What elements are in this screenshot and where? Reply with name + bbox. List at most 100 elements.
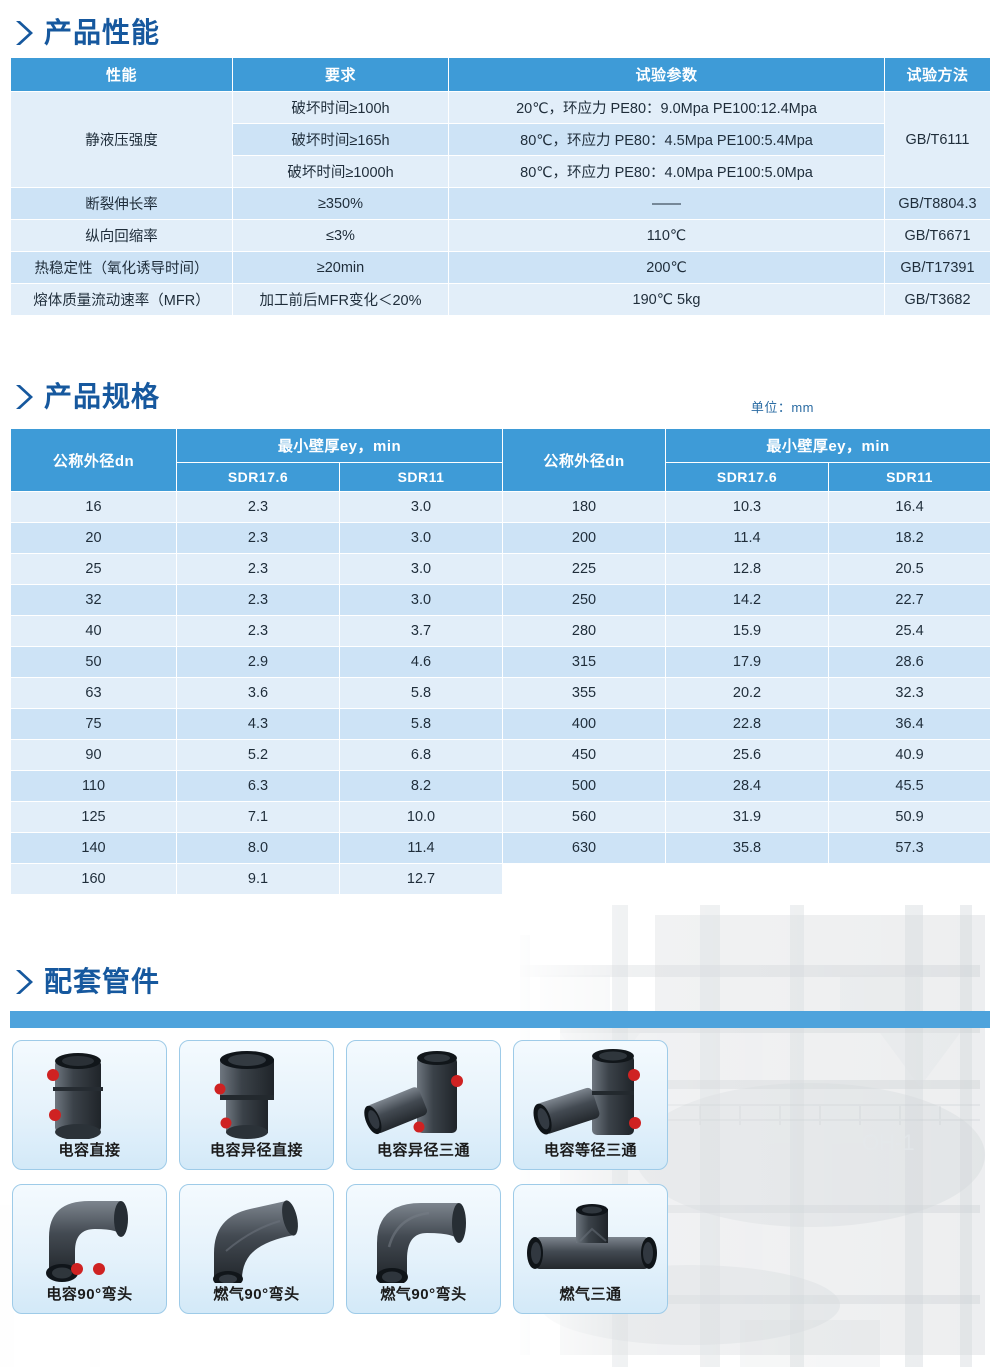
cell-sdr176-right: 15.9 bbox=[665, 615, 830, 647]
cell-dn-left: 110 bbox=[10, 770, 177, 802]
cell-dn-right: 180 bbox=[502, 491, 667, 523]
cell-sdr11-left: 8.2 bbox=[338, 770, 504, 802]
cell-sdr11-right bbox=[828, 863, 992, 895]
fitting-card[interactable]: 电容等径三通 bbox=[513, 1040, 668, 1170]
col-header-sdr176-left: SDR17.6 bbox=[176, 462, 340, 492]
fitting-card[interactable]: 电容90°弯头 bbox=[12, 1184, 167, 1314]
cell-sdr11-left: 12.7 bbox=[338, 863, 504, 895]
table-row: 90 5.2 6.8 450 25.6 40.9 bbox=[10, 739, 992, 771]
cell-sdr176-right: 22.8 bbox=[665, 708, 830, 740]
cell-sdr176-left: 6.3 bbox=[176, 770, 340, 802]
fitting-card[interactable]: 电容直接 bbox=[12, 1040, 167, 1170]
fitting-image-gas-elbow-b bbox=[347, 1189, 500, 1283]
table-row: 25 2.3 3.0 225 12.8 20.5 bbox=[10, 553, 992, 585]
cell-sdr176-left: 9.1 bbox=[176, 863, 340, 895]
fitting-label: 电容直接 bbox=[58, 1142, 121, 1159]
cell-test-param: 110℃ bbox=[448, 219, 885, 252]
cell-sdr176-right: 11.4 bbox=[665, 522, 830, 554]
cell-sdr176-right: 28.4 bbox=[665, 770, 830, 802]
cell-sdr176-left: 2.3 bbox=[176, 584, 340, 616]
cell-sdr11-right: 50.9 bbox=[828, 801, 992, 833]
cell-sdr176-right: 20.2 bbox=[665, 677, 830, 709]
fitting-card[interactable]: 电容异径三通 bbox=[346, 1040, 501, 1170]
cell-test-method: GB/T17391 bbox=[884, 251, 991, 284]
cell-sdr11-left: 5.8 bbox=[338, 677, 504, 709]
table-row: 热稳定性（氧化诱导时间） ≥20min 200℃ GB/T17391 bbox=[10, 251, 991, 284]
cell-requirement: ≥350% bbox=[232, 187, 449, 220]
cell-sdr176-left: 4.3 bbox=[176, 708, 340, 740]
cell-dn-right: 225 bbox=[502, 553, 667, 585]
cell-dn-right: 200 bbox=[502, 522, 667, 554]
cell-sdr11-right: 22.7 bbox=[828, 584, 992, 616]
section-header-spec: 产品规格 单位：mm bbox=[0, 316, 1000, 415]
fitting-image-reducer-coupler bbox=[180, 1045, 333, 1139]
cell-sdr176-left: 2.3 bbox=[176, 522, 340, 554]
table-row: 40 2.3 3.7 280 15.9 25.4 bbox=[10, 615, 992, 647]
cell-sdr176-right: 31.9 bbox=[665, 801, 830, 833]
cell-sdr11-right: 32.3 bbox=[828, 677, 992, 709]
cell-dn-right: 630 bbox=[502, 832, 667, 864]
cell-dn-left: 50 bbox=[10, 646, 177, 678]
cell-dn-left: 125 bbox=[10, 801, 177, 833]
fitting-label: 电容异径直接 bbox=[209, 1142, 303, 1159]
fitting-card[interactable]: 燃气三通 bbox=[513, 1184, 668, 1314]
table-row: 32 2.3 3.0 250 14.2 22.7 bbox=[10, 584, 992, 616]
cell-dn-right: 355 bbox=[502, 677, 667, 709]
section-header-performance: 产品性能 bbox=[0, 0, 1000, 48]
cell-dn-left: 25 bbox=[10, 553, 177, 585]
col-header-dn-left: 公称外径dn bbox=[10, 428, 177, 492]
cell-sdr176-left: 5.2 bbox=[176, 739, 340, 771]
cell-sdr176-right: 14.2 bbox=[665, 584, 830, 616]
cell-sdr11-left: 4.6 bbox=[338, 646, 504, 678]
table-row: 静液压强度 破坏时间≥100h 20℃，环应力 PE80：9.0Mpa PE10… bbox=[10, 91, 991, 188]
col-header-sdr11-right: SDR11 bbox=[828, 462, 992, 492]
table-row: 破坏时间≥165h 80℃，环应力 PE80：4.5Mpa PE100:5.4M… bbox=[11, 123, 991, 156]
fitting-label: 燃气90°弯头 bbox=[380, 1286, 467, 1303]
cell-sdr11-left: 11.4 bbox=[338, 832, 504, 864]
spec-table-header-row-1: 公称外径dn 最小壁厚ey，min 公称外径dn 最小壁厚ey，min bbox=[10, 428, 992, 492]
cell-dn-right: 560 bbox=[502, 801, 667, 833]
cell-test-param: 190℃ 5kg bbox=[448, 283, 885, 316]
fitting-card[interactable]: 电容异径直接 bbox=[179, 1040, 334, 1170]
cell-sdr11-right: 45.5 bbox=[828, 770, 992, 802]
cell-sdr11-left: 3.0 bbox=[338, 553, 504, 585]
cell-sdr176-left: 2.9 bbox=[176, 646, 340, 678]
fitting-label: 电容等径三通 bbox=[543, 1142, 637, 1159]
table-row: 16 2.3 3.0 180 10.3 16.4 bbox=[10, 491, 992, 523]
col-header-sdr11-left: SDR11 bbox=[338, 462, 504, 492]
cell-sdr176-left: 3.6 bbox=[176, 677, 340, 709]
cell-dn-right: 500 bbox=[502, 770, 667, 802]
cell-test-param: 80℃，环应力 PE80：4.0Mpa PE100:5.0Mpa bbox=[448, 155, 885, 188]
table-row: 140 8.0 11.4 630 35.8 57.3 bbox=[10, 832, 992, 864]
cell-sdr176-left: 2.3 bbox=[176, 615, 340, 647]
fitting-image-electro-elbow bbox=[13, 1189, 166, 1283]
cell-sdr11-left: 6.8 bbox=[338, 739, 504, 771]
cell-sdr11-right: 57.3 bbox=[828, 832, 992, 864]
fitting-image-gas-elbow-a bbox=[180, 1189, 333, 1283]
fitting-card[interactable]: 燃气90°弯头 bbox=[346, 1184, 501, 1314]
cell-dn-left: 75 bbox=[10, 708, 177, 740]
cell-sdr176-right: 10.3 bbox=[665, 491, 830, 523]
specification-table-body: 16 2.3 3.0 180 10.3 16.4 20 2.3 3.0 200 11.4 18.2 25… bbox=[10, 491, 992, 895]
cell-test-param: 200℃ bbox=[448, 251, 885, 284]
cell-sdr176-right: 12.8 bbox=[665, 553, 830, 585]
table-row: 63 3.6 5.8 355 20.2 32.3 bbox=[10, 677, 992, 709]
col-header-requirement: 要求 bbox=[232, 57, 449, 92]
table-row: 20 2.3 3.0 200 11.4 18.2 bbox=[10, 522, 992, 554]
fitting-card[interactable]: 燃气90°弯头 bbox=[179, 1184, 334, 1314]
cell-sdr11-right: 16.4 bbox=[828, 491, 992, 523]
cell-sdr176-left: 2.3 bbox=[176, 491, 340, 523]
cell-sdr11-right: 36.4 bbox=[828, 708, 992, 740]
cell-requirement: 破坏时间≥1000h bbox=[232, 155, 449, 188]
fitting-image-gas-tee bbox=[514, 1189, 667, 1283]
chevron-right-icon bbox=[14, 18, 36, 48]
cell-requirement: ≤3% bbox=[232, 219, 449, 252]
cell-dn-left: 16 bbox=[10, 491, 177, 523]
fitting-image-coupler bbox=[13, 1045, 166, 1139]
fitting-label: 燃气90°弯头 bbox=[213, 1286, 300, 1303]
cell-test-method: GB/T6671 bbox=[884, 219, 991, 252]
page-content: 产品性能 性能 要求 试验参数 试验方法 静液压强度 破坏时间≥100h 20℃… bbox=[0, 0, 1000, 1314]
table-row: 纵向回缩率 ≤3% 110℃ GB/T6671 bbox=[10, 219, 991, 252]
cell-sdr11-right: 18.2 bbox=[828, 522, 992, 554]
